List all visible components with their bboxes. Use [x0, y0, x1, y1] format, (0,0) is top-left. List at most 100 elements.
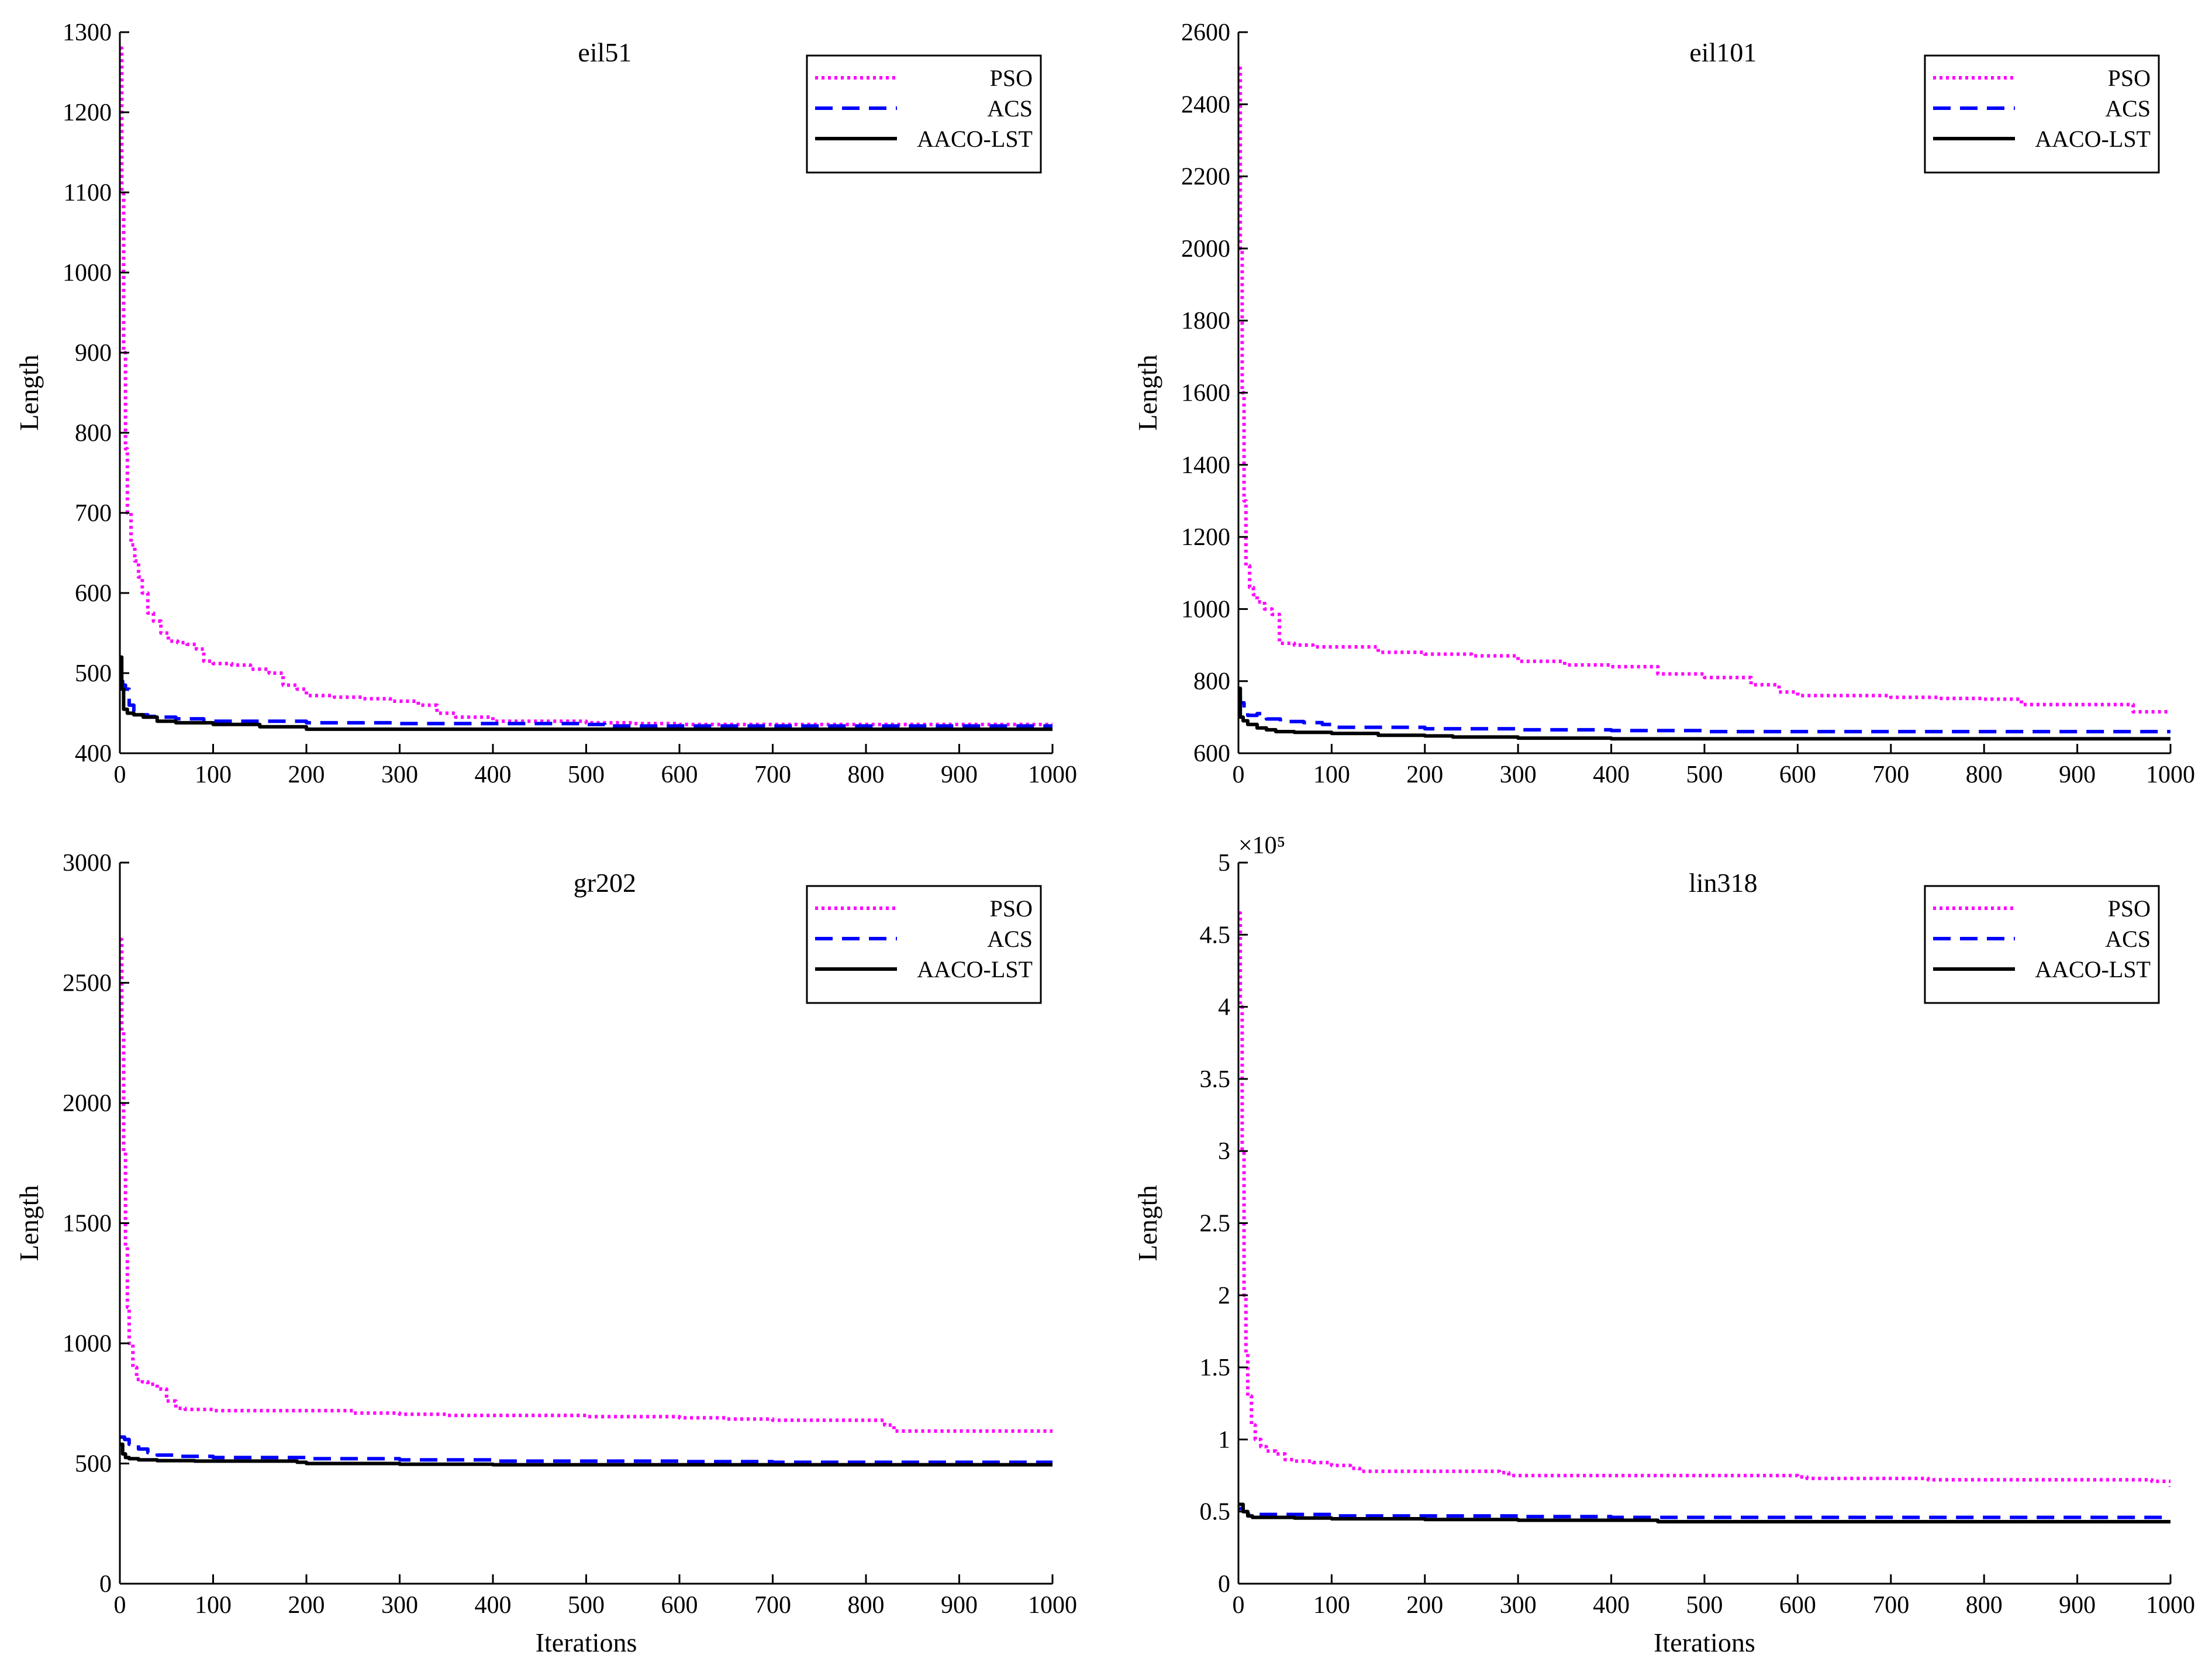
x-tick-label: 700: [1872, 1592, 1909, 1619]
chart-title: gr202: [574, 868, 636, 898]
y-axis-label: Length: [14, 354, 44, 430]
x-tick-label: 300: [381, 1592, 418, 1619]
y-tick-label: 800: [1193, 668, 1230, 695]
y-axis-label: Length: [14, 1185, 44, 1261]
chart-panel-eil51: 0 100 200 300 400 500 600 700 800 900 1000 400 500 60…: [14, 19, 1077, 788]
x-tick-label: 200: [1406, 1592, 1443, 1619]
y-tick-label: 500: [75, 660, 112, 687]
y-tick-label: 1000: [63, 260, 112, 287]
legend: PSO ACS AACO-LST: [806, 885, 1042, 1004]
y-axis-label: Length: [1133, 354, 1162, 430]
y-tick-label: 1800: [1181, 308, 1230, 335]
x-tick-label: 200: [288, 1592, 325, 1619]
series-line-acs: [1238, 694, 2170, 733]
y-tick-label: 0: [1218, 1571, 1230, 1598]
chart-panel-lin318: 0 100 200 300 400 500 600 700 800 900 1000 0 0.5 1 1.5…: [1133, 832, 2195, 1657]
y-tick-label: 2500: [63, 970, 112, 997]
x-tick-label: 700: [754, 1592, 791, 1619]
x-tick-label: 400: [1593, 761, 1630, 788]
x-tick-label: 500: [568, 761, 605, 788]
series-line-aaco-lst: [120, 655, 1052, 731]
y-tick-label: 1600: [1181, 380, 1230, 407]
x-tick-label: 600: [1779, 761, 1816, 788]
y-tick-label: 1400: [1181, 452, 1230, 479]
x-tick-label: 1000: [1028, 761, 1077, 788]
x-tick-label: 900: [941, 761, 978, 788]
y-tick-label: 400: [75, 740, 112, 767]
legend-label-acs: ACS: [987, 926, 1033, 952]
series-line-pso: [1238, 911, 2170, 1487]
x-tick-label: 900: [2059, 1592, 2096, 1619]
x-tick-label: 900: [941, 1592, 978, 1619]
y-tick-label: 700: [75, 500, 112, 527]
legend-label-aaco-lst: AACO-LST: [917, 956, 1033, 982]
y-tick-label: 2: [1218, 1283, 1230, 1309]
x-tick-label: 700: [754, 761, 791, 788]
series-line-pso: [120, 46, 1052, 726]
y-tick-label: 1000: [63, 1330, 112, 1357]
legend-label-pso: PSO: [990, 895, 1033, 922]
legend: PSO ACS AACO-LST: [806, 54, 1042, 174]
y-tick-label: 1200: [63, 99, 112, 126]
x-tick-label: 800: [848, 1592, 885, 1619]
y-tick-label: 500: [75, 1451, 112, 1478]
x-tick-label: 500: [1686, 1592, 1723, 1619]
series-line-aaco-lst: [120, 1442, 1052, 1467]
x-tick-label: 600: [661, 761, 698, 788]
y-tick-label: 2000: [1181, 236, 1230, 263]
legend: PSO ACS AACO-LST: [1924, 54, 2160, 174]
series-line-pso: [120, 937, 1052, 1433]
x-tick-label: 500: [568, 1592, 605, 1619]
x-tick-label: 0: [114, 1592, 126, 1619]
legend-label-aaco-lst: AACO-LST: [2035, 126, 2151, 152]
x-tick-label: 1000: [2146, 761, 2195, 788]
legend-box: [1924, 54, 2160, 174]
y-tick-label: 900: [75, 340, 112, 367]
y-tick-label: 1100: [64, 180, 112, 206]
series-line-aaco-lst: [1238, 1502, 2170, 1523]
legend-label-acs: ACS: [2105, 926, 2151, 952]
x-tick-label: 700: [1872, 761, 1909, 788]
x-tick-label: 400: [475, 761, 512, 788]
x-tick-label: 800: [848, 761, 885, 788]
y-tick-label: 0.5: [1200, 1499, 1231, 1526]
y-tick-label: 2000: [63, 1090, 112, 1117]
x-tick-label: 200: [1406, 761, 1443, 788]
y-tick-label: 2200: [1181, 164, 1230, 191]
x-tick-label: 500: [1686, 761, 1723, 788]
y-tick-label: 5: [1218, 850, 1230, 877]
y-tick-label: 1200: [1181, 524, 1230, 551]
chart-title: lin318: [1689, 868, 1758, 898]
y-tick-label: 2600: [1181, 19, 1230, 46]
x-tick-label: 0: [1233, 761, 1245, 788]
x-tick-label: 800: [1966, 1592, 2003, 1619]
y-tick-label: 3.5: [1200, 1066, 1231, 1093]
x-tick-label: 800: [1966, 761, 2003, 788]
y-tick-label: 1000: [1181, 596, 1230, 623]
legend-label-aaco-lst: AACO-LST: [2035, 956, 2151, 982]
series-group: [1238, 66, 2170, 741]
chart-title: eil51: [578, 37, 631, 67]
legend-label-acs: ACS: [2105, 95, 2151, 122]
series-line-acs: [120, 679, 1052, 728]
x-tick-label: 100: [1313, 1592, 1350, 1619]
x-tick-label: 900: [2059, 761, 2096, 788]
chart-panel-gr202: 0 100 200 300 400 500 600 700 800 900 1000 0 500 1000…: [14, 850, 1077, 1657]
y-tick-label: 4: [1218, 994, 1230, 1021]
chart-title: eil101: [1689, 37, 1757, 67]
series-line-aaco-lst: [1238, 687, 2170, 741]
legend-label-pso: PSO: [990, 65, 1033, 91]
x-tick-label: 0: [1233, 1592, 1245, 1619]
y-tick-label: 1: [1218, 1426, 1230, 1453]
legend-box: [1924, 885, 2160, 1004]
x-tick-label: 0: [114, 761, 126, 788]
x-tick-label: 600: [1779, 1592, 1816, 1619]
y-tick-label: 3000: [63, 850, 112, 877]
y-tick-label: 600: [75, 580, 112, 607]
series-group: [120, 937, 1052, 1467]
y-axis-label: Length: [1133, 1185, 1162, 1261]
chart-panel-eil101: 0 100 200 300 400 500 600 700 800 900 1000 600 800 10…: [1133, 19, 2195, 788]
x-tick-label: 300: [1500, 1592, 1537, 1619]
y-tick-label: 1500: [63, 1211, 112, 1237]
series-line-pso: [1238, 66, 2170, 714]
